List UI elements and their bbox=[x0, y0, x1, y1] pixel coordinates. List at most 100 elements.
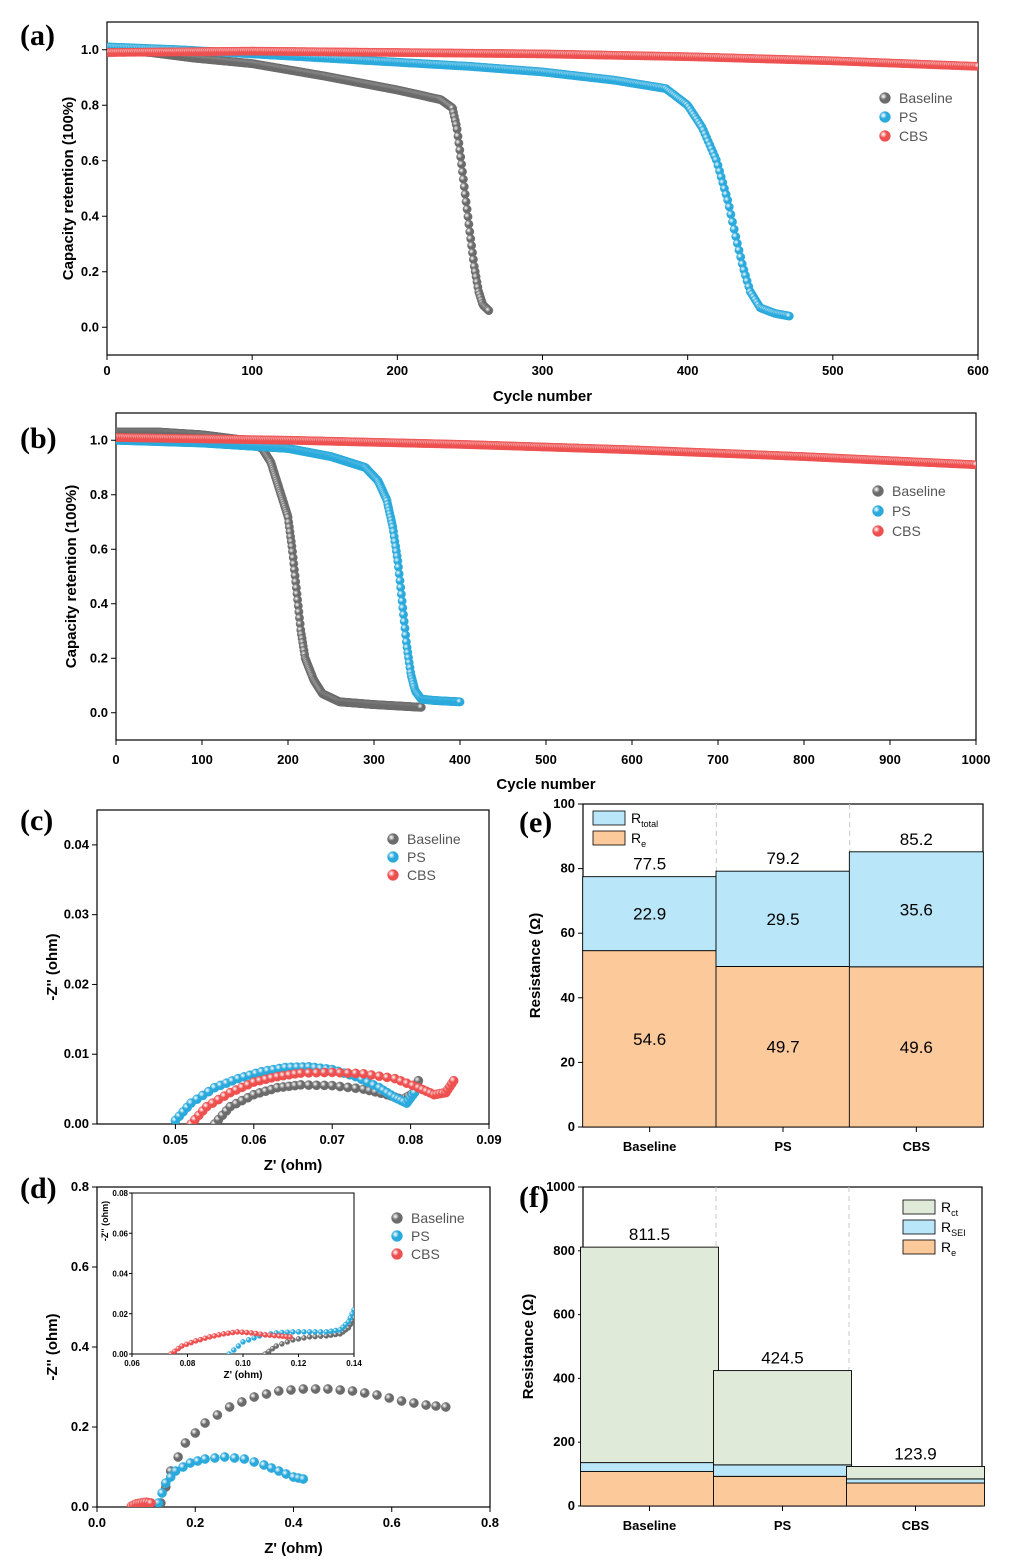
x-axis-label: Z' (ohm) bbox=[264, 1540, 323, 1557]
y-tick-label: 1.0 bbox=[81, 42, 99, 57]
x-axis-label: Cycle number bbox=[496, 776, 595, 793]
legend-label-ps: PS bbox=[892, 503, 911, 519]
inset-y-tick-label: 0.06 bbox=[112, 1229, 128, 1238]
series-ps bbox=[116, 435, 465, 707]
inset-data-point-baseline bbox=[306, 1334, 313, 1340]
inset-data-point-ps bbox=[226, 1351, 232, 1354]
data-point-baseline bbox=[190, 1428, 201, 1438]
x-tick-label: 0 bbox=[103, 363, 110, 378]
x-tick-label: Baseline bbox=[623, 1518, 676, 1533]
inset-data-point-cbs bbox=[253, 1330, 259, 1337]
inset-data-point-cbs bbox=[257, 1331, 264, 1337]
inset-data-point-cbs bbox=[239, 1329, 245, 1335]
data-point-ps bbox=[157, 1488, 167, 1498]
legend-label-cbs: CBS bbox=[899, 128, 928, 144]
x-tick-label: 200 bbox=[277, 752, 299, 767]
legend-label-r_ct: Rct bbox=[941, 1199, 959, 1218]
y-tick-label: 0.8 bbox=[71, 1179, 89, 1194]
inset-data-point-cbs bbox=[171, 1348, 178, 1354]
inset-data-point-cbs bbox=[206, 1334, 213, 1340]
inset-data-point-cbs bbox=[220, 1331, 227, 1337]
x-tick-label: 600 bbox=[967, 363, 989, 378]
data-point-baseline bbox=[396, 1396, 407, 1406]
data-point-ps bbox=[170, 1466, 181, 1476]
inset-data-point-ps bbox=[351, 1306, 354, 1313]
legend-label-r_total: Rtotal bbox=[631, 810, 658, 829]
legend-marker-cbs bbox=[387, 869, 399, 881]
inset-data-point-ps bbox=[323, 1329, 330, 1335]
inset-data-point-cbs bbox=[230, 1329, 236, 1336]
data-point-ps bbox=[728, 217, 737, 227]
x-tick-label: 100 bbox=[241, 363, 263, 378]
bar-r_ct bbox=[713, 1370, 852, 1466]
legend-label-ps: PS bbox=[411, 1228, 430, 1244]
x-tick-label: 500 bbox=[822, 363, 844, 378]
bar-total-label: 79.2 bbox=[766, 849, 799, 868]
y-tick-label: 0.4 bbox=[81, 208, 100, 223]
legend-marker-baseline bbox=[387, 833, 399, 845]
x-tick-label: 400 bbox=[677, 363, 699, 378]
data-point-cbs bbox=[971, 460, 976, 470]
x-tick-label: Baseline bbox=[623, 1139, 676, 1154]
data-point-baseline bbox=[460, 189, 470, 199]
legend-label-baseline: Baseline bbox=[892, 483, 946, 499]
data-point-ps bbox=[210, 1453, 220, 1463]
legend-marker-ps bbox=[387, 851, 399, 863]
inset-y-tick-label: 0.04 bbox=[112, 1270, 128, 1279]
data-point-baseline bbox=[484, 306, 494, 315]
series-cbs bbox=[116, 433, 976, 470]
x-tick-label: 700 bbox=[707, 752, 729, 767]
y-tick-label: 600 bbox=[553, 1307, 575, 1322]
inset-data-point-baseline bbox=[266, 1348, 272, 1354]
inset-data-point-cbs bbox=[243, 1329, 250, 1336]
bar-value-label: 49.6 bbox=[900, 1038, 933, 1057]
x-tick-label: CBS bbox=[903, 1139, 931, 1154]
y-tick-label: 0.2 bbox=[71, 1419, 89, 1434]
legend-swatch-r_sei bbox=[902, 1219, 936, 1235]
x-tick-label: 0.08 bbox=[398, 1132, 423, 1147]
x-tick-label: 0.8 bbox=[481, 1515, 499, 1530]
inset-data-point-ps bbox=[317, 1329, 324, 1335]
inset-data-point-cbs bbox=[179, 1343, 185, 1349]
legend-label-cbs: CBS bbox=[892, 523, 921, 539]
data-point-ps bbox=[229, 1453, 240, 1463]
inset-data-point-cbs bbox=[202, 1335, 208, 1341]
x-tick-label: 0.0 bbox=[88, 1515, 106, 1530]
data-point-baseline bbox=[359, 1388, 370, 1398]
legend-label-baseline: Baseline bbox=[899, 90, 953, 106]
data-point-baseline bbox=[461, 197, 471, 207]
legend-marker-baseline bbox=[879, 92, 891, 104]
data-point-cbs bbox=[146, 1498, 156, 1507]
inset-data-point-cbs bbox=[267, 1332, 273, 1338]
legend-swatch-r_total bbox=[592, 810, 626, 826]
inset-x-tick-label: 0.10 bbox=[235, 1359, 251, 1368]
panel-label: (b) bbox=[20, 422, 57, 455]
y-tick-label: 0.03 bbox=[64, 907, 89, 922]
legend-label-ps: PS bbox=[407, 849, 426, 865]
bar-r_e bbox=[580, 1471, 719, 1507]
bar-r_ct bbox=[846, 1466, 985, 1480]
data-point-baseline bbox=[237, 1397, 247, 1407]
data-point-baseline bbox=[323, 1384, 333, 1394]
legend-marker-ps bbox=[879, 111, 891, 123]
data-point-baseline bbox=[458, 167, 467, 177]
inset-y-tick-label: 0.00 bbox=[112, 1350, 128, 1359]
inset-x-axis-label: Z' (ohm) bbox=[223, 1370, 262, 1381]
y-axis-label: Resistance (Ω) bbox=[527, 913, 544, 1018]
data-point-ps bbox=[249, 1457, 259, 1467]
data-point-baseline bbox=[310, 1384, 321, 1394]
data-point-ps bbox=[200, 1454, 210, 1464]
inset-data-point-ps bbox=[235, 1343, 242, 1349]
legend-marker-cbs bbox=[391, 1248, 403, 1260]
legend-label-r_e: Re bbox=[631, 830, 646, 849]
data-point-baseline bbox=[173, 1452, 183, 1462]
data-point-baseline bbox=[335, 1385, 346, 1395]
inset-data-point-ps bbox=[245, 1337, 252, 1343]
y-axis-label: -Z'' (ohm) bbox=[44, 933, 61, 1000]
x-tick-label: 500 bbox=[535, 752, 557, 767]
inset-data-point-ps bbox=[301, 1329, 307, 1335]
data-point-baseline bbox=[464, 219, 474, 229]
inset-data-point-cbs bbox=[271, 1332, 278, 1339]
y-tick-label: 0.0 bbox=[90, 705, 108, 720]
inset-data-point-cbs bbox=[287, 1334, 293, 1340]
